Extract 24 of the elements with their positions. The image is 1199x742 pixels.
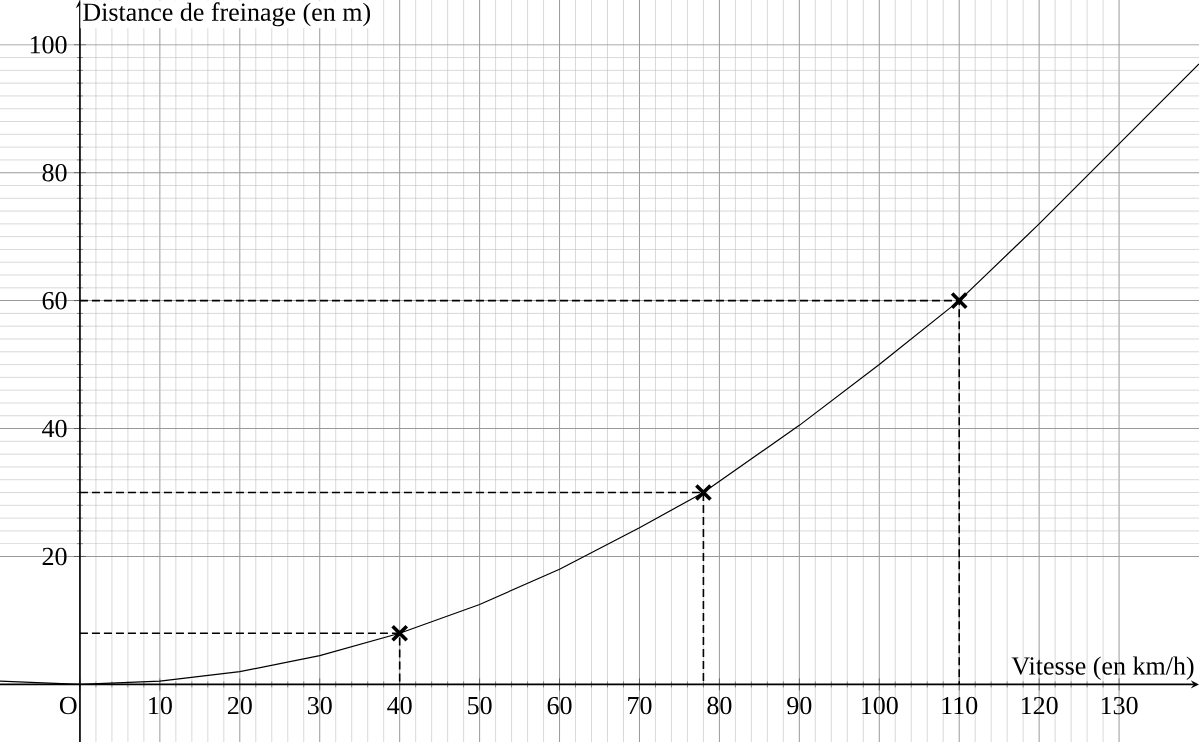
x-tick-label: 60	[547, 696, 572, 715]
x-tick-label: 10	[149, 696, 172, 715]
x-tick-label: 40	[387, 696, 412, 715]
x-tick-label: 90	[787, 696, 812, 715]
y-tick-label: 20	[42, 547, 67, 566]
y-tick-label: 60	[42, 291, 67, 310]
x-tick-label: 120	[1021, 696, 1058, 715]
x-tick-label: 100	[862, 696, 898, 715]
x-tick-label: 30	[307, 696, 332, 715]
y-tick-label: 100	[30, 36, 67, 54]
x-tick-label: 50	[468, 696, 492, 715]
point	[390, 624, 409, 643]
x-axis-title: Vitesse (en km/h)	[1011, 656, 1194, 680]
x-tick-label: 70	[628, 696, 652, 715]
y-axis-title: Distance de freinage (en m)	[83, 2, 371, 27]
point	[694, 483, 713, 502]
y-tick-label: 40	[42, 419, 67, 438]
x-tick-label: 20	[227, 696, 252, 715]
x-tick-label: 80	[707, 696, 732, 715]
x-tick-label: 110	[942, 696, 978, 715]
y-tick-label: 80	[42, 163, 67, 182]
point	[950, 291, 969, 310]
x-tick-label: 130	[1101, 696, 1138, 715]
x-tick-label: O	[59, 696, 77, 715]
